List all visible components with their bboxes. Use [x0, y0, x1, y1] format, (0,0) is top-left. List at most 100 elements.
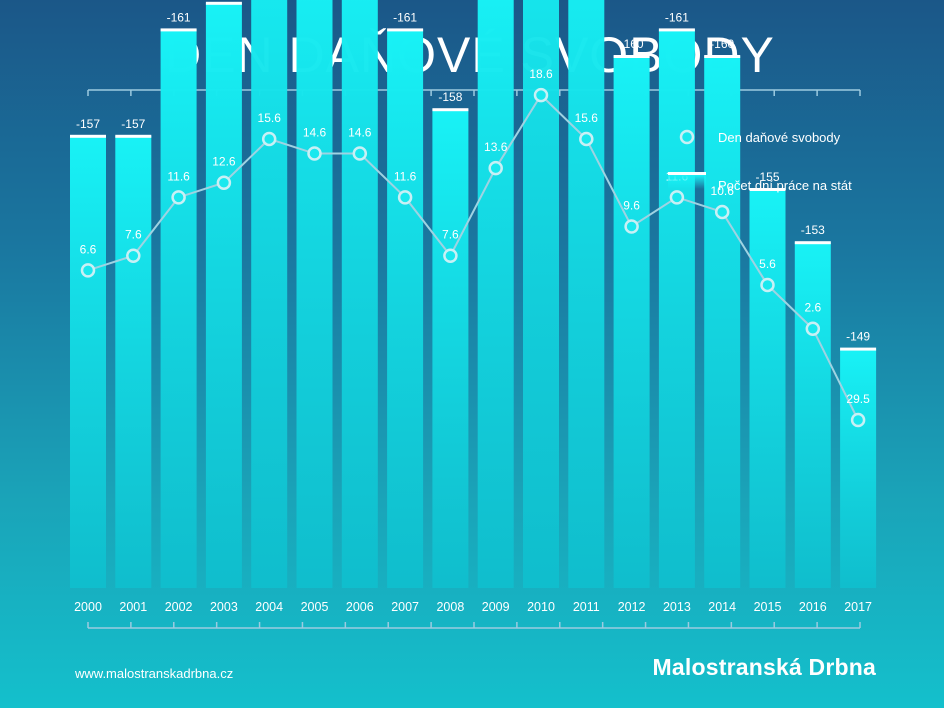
point-2016 — [805, 321, 821, 336]
line-series — [80, 87, 866, 428]
point-2008 — [443, 248, 458, 263]
bar-2014 — [704, 56, 741, 588]
x-tick-2010: 2010 — [527, 600, 555, 614]
bar-2011 — [568, 0, 605, 588]
bar-2000 — [70, 135, 106, 589]
point-2000 — [80, 263, 96, 278]
bar-label-2008: -158 — [438, 90, 462, 104]
point-label-2006: 14.6 — [348, 126, 372, 140]
bar-cap-2015 — [749, 188, 786, 191]
legend-line-marker — [679, 129, 695, 145]
x-tick-2009: 2009 — [482, 600, 510, 614]
bar-cap-2003 — [205, 1, 242, 5]
legend-line-label: Den daňové svobody — [718, 130, 841, 145]
bar-cap-2014 — [704, 55, 741, 58]
x-tick-2004: 2004 — [255, 600, 283, 614]
bar-cap-2013 — [658, 28, 695, 32]
point-label-2017: 29.5 — [846, 392, 870, 406]
bar-label-2000: -157 — [76, 117, 100, 131]
bar-cap-2017 — [840, 347, 877, 351]
point-label-2007: 11.6 — [394, 169, 417, 183]
x-tick-2005: 2005 — [301, 600, 329, 614]
legend-bar-swatch-top — [668, 172, 706, 175]
x-tick-2014: 2014 — [708, 600, 736, 614]
footer-brand: Malostranská Drbna — [652, 654, 876, 680]
point-2015 — [760, 277, 775, 293]
bar-label-2007: -161 — [393, 10, 417, 24]
bar-2016 — [794, 242, 831, 588]
point-2004 — [261, 131, 277, 147]
x-tick-2016: 2016 — [799, 600, 827, 614]
bar-label-2014: -160 — [710, 37, 734, 51]
point-label-2016: 2.6 — [804, 301, 821, 315]
x-tick-2000: 2000 — [74, 600, 102, 614]
point-label-2005: 14.6 — [303, 126, 327, 140]
point-label-2008: 7.6 — [442, 228, 459, 242]
point-label-2004: 15.6 — [258, 111, 282, 125]
point-label-2002: 11.6 — [167, 169, 190, 183]
line-path — [87, 93, 859, 421]
point-2014 — [714, 204, 730, 220]
point-2017 — [850, 412, 866, 428]
point-2005 — [307, 146, 322, 161]
top-rule — [87, 89, 861, 96]
point-2010 — [533, 87, 549, 103]
bar-2001 — [115, 135, 152, 589]
bar-label-2013: -161 — [665, 10, 689, 24]
bar-2015 — [749, 189, 786, 588]
bar-2007 — [387, 29, 424, 588]
bar-cap-2008 — [432, 108, 469, 112]
point-2003 — [216, 175, 232, 190]
bar-cap-2012 — [613, 55, 650, 58]
point-2002 — [171, 190, 186, 205]
bar-2009 — [477, 0, 514, 588]
point-2013 — [669, 190, 685, 205]
point-label-2014: 10.6 — [711, 184, 735, 198]
x-tick-2006: 2006 — [346, 600, 374, 614]
x-tick-2012: 2012 — [618, 600, 646, 614]
bar-cap-2001 — [115, 134, 152, 138]
bar-label-2016: -153 — [801, 223, 825, 237]
bar-2008 — [432, 109, 469, 588]
x-tick-2002: 2002 — [165, 600, 193, 614]
bar-label-2015: -155 — [755, 170, 779, 184]
x-tick-2011: 2011 — [573, 600, 600, 614]
bar-2002 — [160, 29, 197, 588]
point-label-2010: 18.6 — [529, 67, 553, 81]
x-tick-2007: 2007 — [391, 600, 419, 614]
point-2007 — [397, 190, 413, 205]
bar-2017 — [840, 348, 877, 588]
bar-label-2002: -161 — [167, 10, 191, 24]
bar-2006 — [341, 0, 378, 589]
point-label-2000: 6.6 — [80, 242, 97, 256]
bar-cap-2002 — [160, 28, 197, 32]
point-2009 — [488, 160, 503, 176]
x-tick-2015: 2015 — [754, 600, 782, 614]
point-2006 — [352, 146, 368, 161]
x-tick-2001: 2001 — [119, 600, 147, 614]
point-label-2003: 12.6 — [212, 155, 236, 169]
bar-2013 — [658, 29, 695, 588]
x-tick-2008: 2008 — [436, 600, 464, 614]
point-label-2012: 9.6 — [623, 199, 640, 213]
bottom-rule — [87, 622, 861, 629]
bar-2003 — [205, 2, 242, 589]
point-2012 — [624, 219, 639, 234]
data-labels: -157-157-161-162-166-164-164-161-158-163… — [76, 10, 870, 406]
point-label-2011: 15.6 — [575, 111, 599, 125]
footer-url[interactable]: www.malostranskadrbna.cz — [75, 666, 234, 681]
legend: Den daňové svobody Počet dní práce na st… — [668, 129, 852, 193]
point-label-2001: 7.6 — [125, 228, 142, 242]
bar-cap-2007 — [387, 28, 424, 32]
point-2001 — [126, 248, 141, 263]
bar-label-2012: -160 — [620, 37, 644, 51]
x-tick-2003: 2003 — [210, 600, 238, 614]
x-axis-ticks: 2000 2001 2002 2003 2004 2005 2006 2007 2008 2009… — [74, 600, 872, 614]
bar-label-2017: -149 — [846, 330, 870, 344]
point-label-2015: 5.6 — [759, 257, 776, 271]
bar-cap-2000 — [70, 134, 106, 138]
x-tick-2013: 2013 — [663, 600, 691, 614]
point-label-2009: 13.6 — [484, 140, 508, 154]
